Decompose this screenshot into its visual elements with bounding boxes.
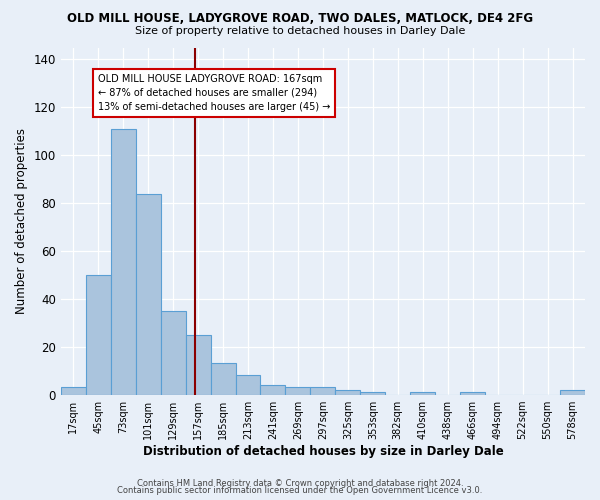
Bar: [361, 392, 385, 394]
Bar: [286, 388, 310, 394]
Bar: [236, 376, 260, 394]
Bar: [310, 388, 335, 394]
Bar: [410, 392, 435, 394]
Bar: [185, 334, 211, 394]
Bar: [460, 392, 485, 394]
Bar: [260, 385, 286, 394]
X-axis label: Distribution of detached houses by size in Darley Dale: Distribution of detached houses by size …: [143, 444, 503, 458]
Bar: [136, 194, 161, 394]
Bar: [560, 390, 585, 394]
Text: OLD MILL HOUSE LADYGROVE ROAD: 167sqm
← 87% of detached houses are smaller (294): OLD MILL HOUSE LADYGROVE ROAD: 167sqm ← …: [98, 74, 331, 112]
Y-axis label: Number of detached properties: Number of detached properties: [15, 128, 28, 314]
Text: Contains public sector information licensed under the Open Government Licence v3: Contains public sector information licen…: [118, 486, 482, 495]
Bar: [161, 311, 185, 394]
Bar: [211, 364, 236, 394]
Bar: [86, 275, 111, 394]
Bar: [335, 390, 361, 394]
Text: OLD MILL HOUSE, LADYGROVE ROAD, TWO DALES, MATLOCK, DE4 2FG: OLD MILL HOUSE, LADYGROVE ROAD, TWO DALE…: [67, 12, 533, 26]
Bar: [61, 388, 86, 394]
Text: Contains HM Land Registry data © Crown copyright and database right 2024.: Contains HM Land Registry data © Crown c…: [137, 478, 463, 488]
Bar: [111, 129, 136, 394]
Text: Size of property relative to detached houses in Darley Dale: Size of property relative to detached ho…: [135, 26, 465, 36]
